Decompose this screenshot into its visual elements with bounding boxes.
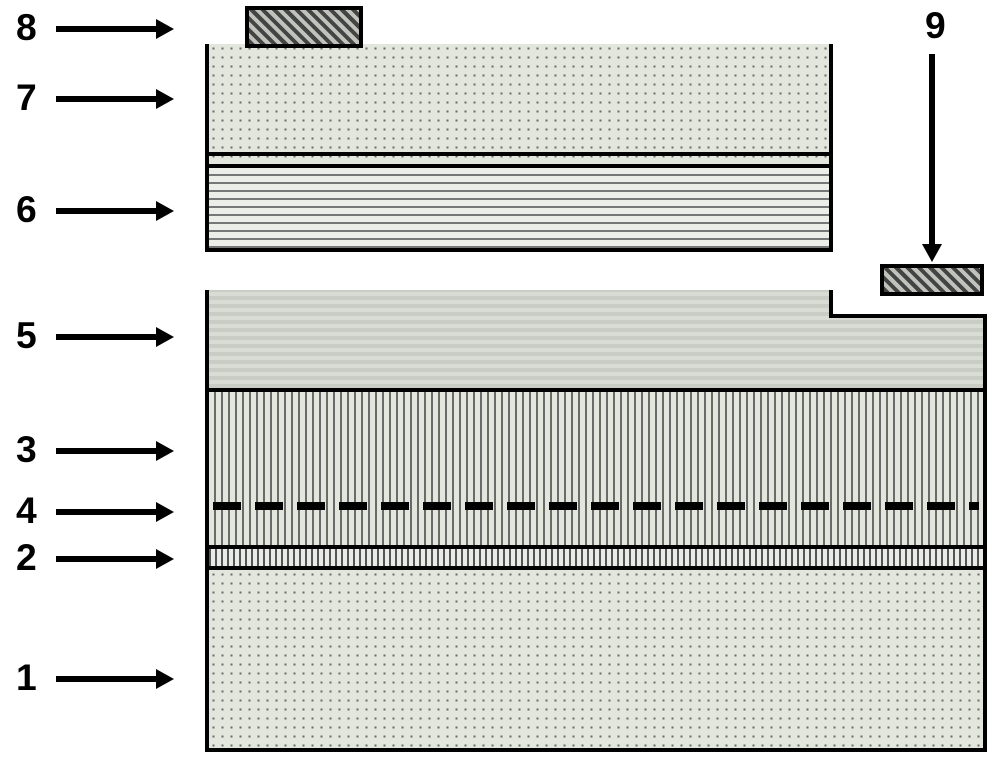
arrow-4 bbox=[56, 502, 174, 522]
label-4: 4 bbox=[16, 489, 37, 532]
arrow-1 bbox=[56, 669, 174, 689]
dash-band-4 bbox=[213, 502, 979, 510]
arrow-5 bbox=[56, 327, 174, 347]
layer-7 bbox=[205, 44, 833, 156]
label-6: 6 bbox=[16, 188, 37, 231]
label-8: 8 bbox=[16, 6, 37, 49]
label-5: 5 bbox=[16, 314, 37, 357]
arrow-2 bbox=[56, 549, 174, 569]
arrow-8 bbox=[56, 19, 174, 39]
layer-3 bbox=[205, 388, 987, 549]
arrow-7 bbox=[56, 89, 174, 109]
diagram-stage: 1 2 3 4 5 6 7 8 9 bbox=[0, 0, 1000, 773]
arrow-3 bbox=[56, 441, 174, 461]
label-2: 2 bbox=[16, 536, 37, 579]
label-1: 1 bbox=[16, 656, 37, 699]
electrode-8 bbox=[245, 6, 363, 48]
arrow-6 bbox=[56, 201, 174, 221]
layer-1 bbox=[205, 566, 987, 752]
label-9: 9 bbox=[925, 4, 946, 47]
label-7: 7 bbox=[16, 76, 37, 119]
label-3: 3 bbox=[16, 428, 37, 471]
arrow-9 bbox=[922, 54, 942, 262]
electrode-9 bbox=[880, 264, 984, 296]
layer-6 bbox=[205, 164, 833, 252]
